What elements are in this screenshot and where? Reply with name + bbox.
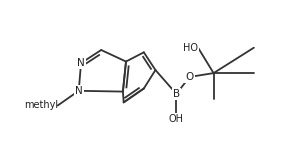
- Text: B: B: [173, 89, 180, 99]
- Text: N: N: [77, 58, 85, 68]
- Text: methyl: methyl: [24, 100, 58, 110]
- Text: O: O: [186, 72, 194, 82]
- Text: N: N: [75, 86, 83, 96]
- Text: HO: HO: [183, 43, 198, 53]
- Text: OH: OH: [169, 114, 184, 124]
